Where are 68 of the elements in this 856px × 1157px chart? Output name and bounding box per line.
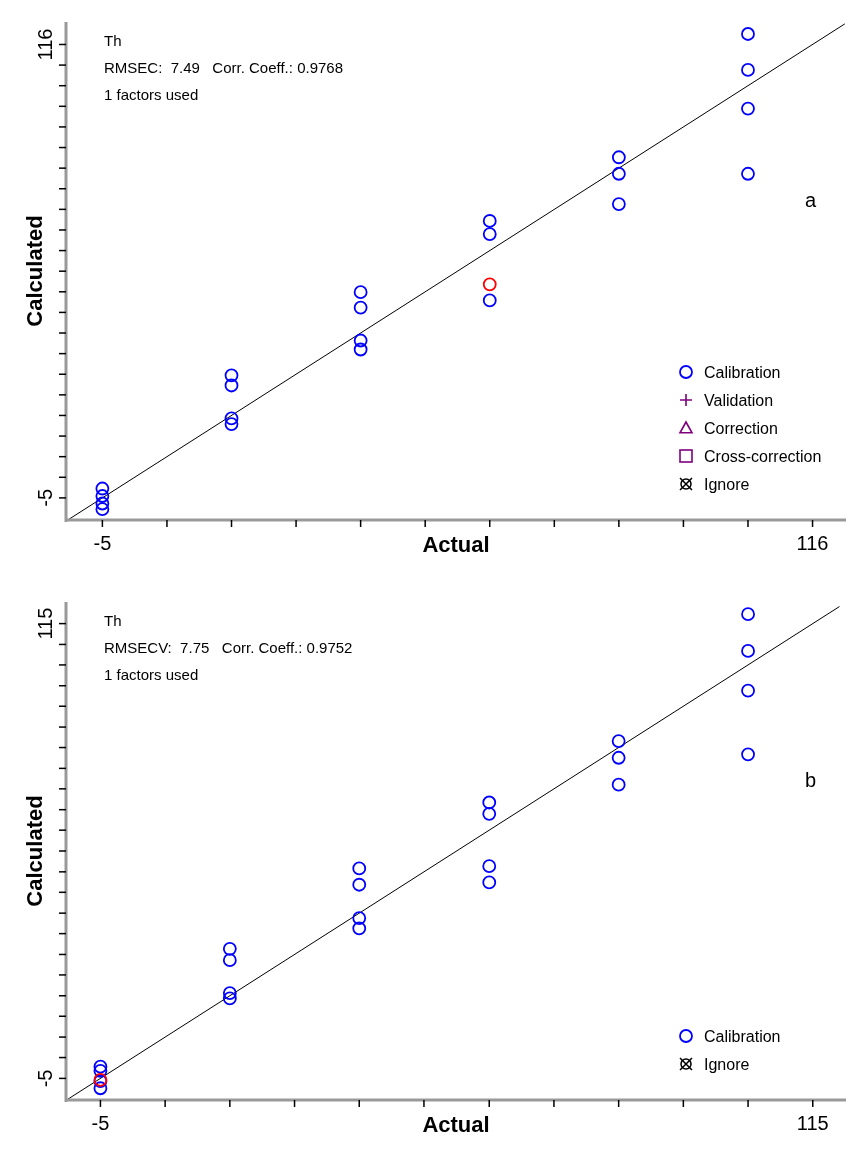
point (353, 285, 368, 300)
point (93, 1081, 108, 1096)
point (611, 750, 626, 765)
point (222, 941, 237, 956)
point (741, 166, 755, 181)
point (741, 607, 755, 622)
point (352, 861, 367, 876)
point (224, 368, 239, 383)
point (741, 63, 755, 77)
point (482, 806, 497, 821)
point (482, 293, 497, 308)
point (95, 481, 110, 496)
y-tick-label: -5 (34, 1069, 56, 1088)
point (741, 101, 755, 116)
annotation: Th (104, 32, 122, 49)
y-tick-label: -5 (34, 488, 56, 507)
point (224, 417, 239, 431)
point (611, 197, 626, 212)
point (353, 333, 368, 348)
point (482, 227, 497, 241)
point (95, 489, 110, 503)
y-axis-title: Calculated (22, 215, 47, 327)
point (611, 166, 626, 181)
legend-label: Correction (704, 420, 778, 437)
point (741, 27, 755, 41)
point (482, 875, 497, 890)
x-axis-title: Actual (422, 1112, 490, 1137)
point (224, 411, 239, 426)
point (352, 877, 367, 892)
point (741, 643, 755, 658)
point (222, 953, 237, 968)
point (222, 991, 237, 1006)
text: b (804, 769, 816, 791)
point (353, 342, 368, 357)
point (611, 777, 626, 792)
point (352, 911, 367, 925)
point (482, 859, 497, 874)
point (353, 300, 368, 315)
legend-label: Validation (704, 392, 774, 409)
annotation: 1 factors used (104, 86, 199, 103)
point (93, 1059, 108, 1074)
point (352, 921, 367, 936)
point (222, 986, 237, 1001)
annotation: Th (104, 612, 122, 629)
point (741, 747, 755, 762)
annotation: 1 factors used (104, 666, 199, 683)
y-tick-label: 116 (34, 28, 56, 61)
point (95, 496, 110, 511)
point (93, 1063, 108, 1078)
legend-label: Calibration (704, 1028, 781, 1045)
point (611, 150, 626, 165)
point (224, 378, 239, 393)
legend-label: Ignore (704, 1056, 750, 1073)
point (482, 277, 497, 292)
y-tick-label: 115 (34, 607, 56, 640)
annotation: RMSECV: 7.75 Corr. Coeff.: 0.9752 (104, 639, 353, 656)
point (95, 502, 110, 517)
point (482, 795, 497, 810)
legend-label: Calibration (704, 364, 781, 381)
legend-label: Ignore (704, 476, 750, 493)
point (482, 214, 497, 228)
y-axis-title: Calculated (22, 795, 47, 907)
annotation: RMSEC: 7.49 Corr. Coeff.: 0.9768 (104, 59, 344, 76)
text: a (804, 189, 817, 211)
x-axis-title: Actual (422, 532, 490, 557)
point (741, 683, 755, 698)
point (611, 734, 626, 748)
legend-label: Cross-correction (704, 448, 822, 465)
